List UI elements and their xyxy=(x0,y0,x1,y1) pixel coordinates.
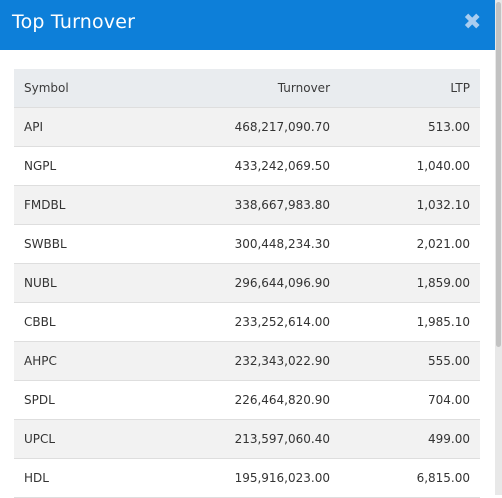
table-row[interactable]: CBBL 233,252,614.00 1,985.10 xyxy=(14,302,480,342)
column-header-symbol[interactable]: Symbol xyxy=(14,69,154,108)
table-row[interactable]: NUBL 296,644,096.90 1,859.00 xyxy=(14,263,480,303)
modal-header: Top Turnover ✖ xyxy=(0,0,495,50)
table-row[interactable]: NGPL 433,242,069.50 1,040.00 xyxy=(14,146,480,186)
cell-symbol[interactable]: AHPC xyxy=(14,341,154,381)
cell-turnover: 226,464,820.90 xyxy=(154,380,340,420)
scrollbar-thumb[interactable] xyxy=(496,2,501,347)
table-row[interactable]: API 468,217,090.70 513.00 xyxy=(14,107,480,147)
cell-ltp: 704.00 xyxy=(340,380,480,420)
table-row[interactable]: SWBBL 300,448,234.30 2,021.00 xyxy=(14,224,480,264)
cell-ltp: 1,859.00 xyxy=(340,263,480,303)
top-turnover-table: Symbol Turnover LTP API 468,217,090.70 513… xyxy=(14,69,480,498)
table-row[interactable]: HDL 195,916,023.00 6,815.00 xyxy=(14,458,480,498)
cell-ltp: 513.00 xyxy=(340,107,480,147)
cell-ltp: 6,815.00 xyxy=(340,458,480,498)
close-icon[interactable]: ✖ xyxy=(463,10,482,35)
modal-body: Symbol Turnover LTP API 468,217,090.70 513… xyxy=(0,50,495,498)
cell-symbol[interactable]: FMDBL xyxy=(14,185,154,225)
cell-ltp: 499.00 xyxy=(340,419,480,459)
cell-ltp: 1,985.10 xyxy=(340,302,480,342)
cell-symbol[interactable]: NUBL xyxy=(14,263,154,303)
cell-ltp: 2,021.00 xyxy=(340,224,480,264)
cell-symbol[interactable]: NGPL xyxy=(14,146,154,186)
column-header-turnover[interactable]: Turnover xyxy=(154,69,340,108)
cell-turnover: 433,242,069.50 xyxy=(154,146,340,186)
table-row[interactable]: AHPC 232,343,022.90 555.00 xyxy=(14,341,480,381)
cell-turnover: 195,916,023.00 xyxy=(154,458,340,498)
cell-ltp: 1,032.10 xyxy=(340,185,480,225)
cell-symbol[interactable]: API xyxy=(14,107,154,147)
table-row[interactable]: SPDL 226,464,820.90 704.00 xyxy=(14,380,480,420)
cell-symbol[interactable]: SPDL xyxy=(14,380,154,420)
cell-ltp: 1,040.00 xyxy=(340,146,480,186)
table-row[interactable]: FMDBL 338,667,983.80 1,032.10 xyxy=(14,185,480,225)
vertical-scrollbar[interactable] xyxy=(495,0,502,495)
cell-symbol[interactable]: UPCL xyxy=(14,419,154,459)
cell-turnover: 468,217,090.70 xyxy=(154,107,340,147)
modal-title: Top Turnover xyxy=(12,11,136,33)
cell-symbol[interactable]: SWBBL xyxy=(14,224,154,264)
cell-turnover: 338,667,983.80 xyxy=(154,185,340,225)
cell-turnover: 296,644,096.90 xyxy=(154,263,340,303)
table-row[interactable]: UPCL 213,597,060.40 499.00 xyxy=(14,419,480,459)
cell-turnover: 233,252,614.00 xyxy=(154,302,340,342)
cell-turnover: 232,343,022.90 xyxy=(154,341,340,381)
cell-turnover: 213,597,060.40 xyxy=(154,419,340,459)
cell-symbol[interactable]: HDL xyxy=(14,458,154,498)
cell-ltp: 555.00 xyxy=(340,341,480,381)
cell-turnover: 300,448,234.30 xyxy=(154,224,340,264)
cell-symbol[interactable]: CBBL xyxy=(14,302,154,342)
table-header-row: Symbol Turnover LTP xyxy=(14,69,480,108)
column-header-ltp[interactable]: LTP xyxy=(340,69,480,108)
